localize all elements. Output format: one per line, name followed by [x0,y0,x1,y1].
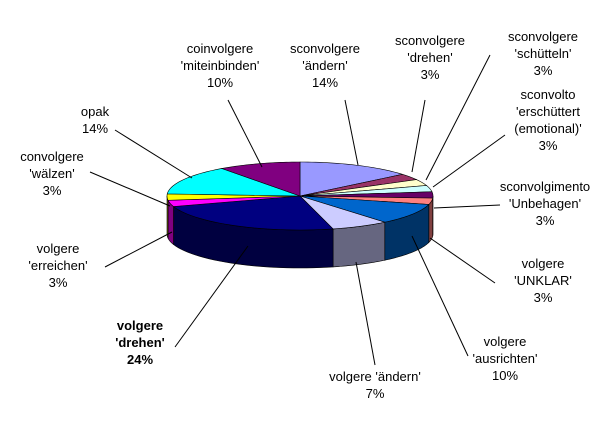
slice [299,195,385,230]
value-label: 3% [533,63,553,78]
slice [299,161,403,197]
leader-line [432,134,506,188]
leader-line [104,231,173,268]
slice-label: sconvolto 'erschüttert (emotional)' 3% [473,86,610,154]
category-label: sconvolgere 'schütteln' [507,29,579,61]
category-label: sconvolto 'erschüttert (emotional)' [514,87,582,136]
slice [166,168,301,197]
slice-label: volgere 'ausrichten' 10% [430,333,580,384]
leader-line [411,235,469,357]
slice-label: sconvolgimento 'Unbehagen' 3% [470,178,610,229]
value-label: 7% [365,386,385,401]
category-label: opak [80,104,110,119]
value-label: 3% [533,290,553,305]
slice-label: sconvolgere 'schütteln' 3% [468,28,610,79]
leader-line [344,99,359,166]
value-label: 10% [206,75,234,90]
leader-line [425,54,491,181]
slice-side [166,196,169,239]
leader-line [89,171,171,207]
category-label: volgere 'ausrichten' [472,334,538,366]
slice-label: volgere 'erreichen' 3% [0,240,133,291]
value-label: 3% [420,67,440,82]
category-label: volgere 'erreichen' [28,241,88,273]
slice-label: opak 14% [20,103,170,137]
slice [299,174,418,197]
slice-side [332,221,386,268]
category-label: volgere 'ändern' [329,369,421,384]
slice-label: sconvolgere 'ändern' 14% [250,40,400,91]
value-label: 10% [491,368,519,383]
leader-line [227,99,263,168]
leader-line [114,129,193,179]
category-label: convolgere 'wälzen' [20,149,84,181]
category-label: sconvolgere 'drehen' [394,33,466,65]
value-label: 3% [535,213,555,228]
value-label: 3% [48,275,68,290]
slice [172,195,334,231]
slice-label: volgere 'ändern' 7% [300,368,450,402]
slice [299,179,428,197]
leader-line [355,261,376,366]
slice-label: volgere 'drehen' 24% [65,317,215,368]
slice [299,185,433,197]
value-label: 3% [538,138,558,153]
category-label: volgere 'UNKLAR' [514,256,572,288]
value-label: 24% [126,352,154,367]
leader-line [429,237,496,284]
leader-line [433,204,501,209]
slice [299,195,430,223]
slice-label: volgere 'UNKLAR' 3% [468,255,610,306]
category-label: coinvolgere 'miteinbinden' [180,41,260,73]
slice-label: convolgere 'wälzen' 3% [0,148,127,199]
leader-line [411,99,426,173]
value-label: 14% [311,75,339,90]
value-label: 14% [81,121,109,136]
slice-side [167,200,174,246]
category-label: sconvolgere 'ändern' [289,41,361,73]
slice-label: coinvolgere 'miteinbinden' 10% [145,40,295,91]
slice-label: sconvolgere 'drehen' 3% [355,32,505,83]
value-label: 3% [42,183,62,198]
slice [220,161,301,197]
slice [167,195,301,207]
category-label: sconvolgimento 'Unbehagen' [499,179,591,211]
category-label: volgere 'drehen' [115,318,165,350]
leader-line [174,245,249,348]
slice-side [428,198,434,244]
